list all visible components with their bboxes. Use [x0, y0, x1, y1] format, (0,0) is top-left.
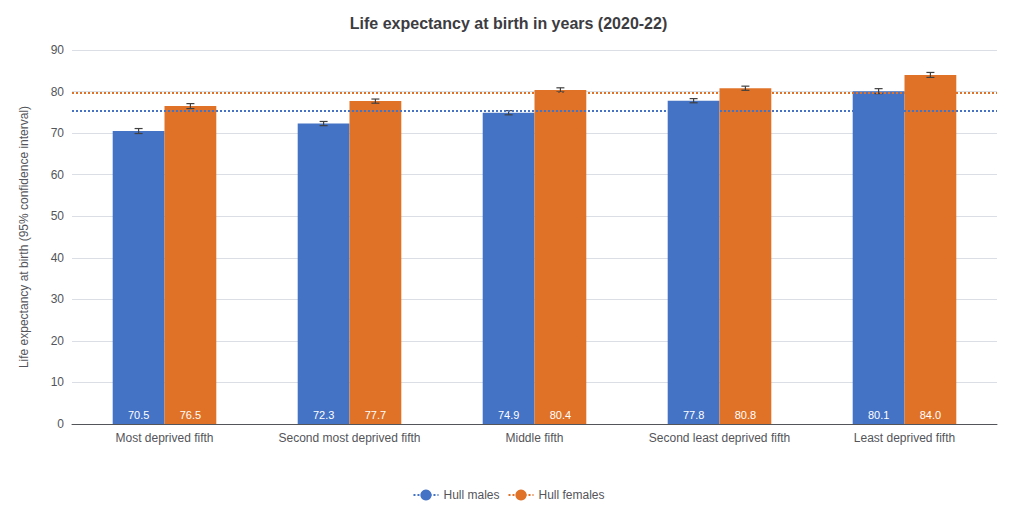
svg-text:77.8: 77.8	[683, 409, 704, 421]
svg-text:0: 0	[57, 417, 64, 431]
svg-text:Second least deprived fifth: Second least deprived fifth	[649, 431, 790, 445]
svg-text:80.4: 80.4	[550, 409, 571, 421]
svg-text:Hull males: Hull males	[443, 488, 499, 502]
svg-text:40: 40	[51, 251, 65, 265]
svg-text:80.1: 80.1	[868, 409, 889, 421]
svg-text:Hull females: Hull females	[538, 488, 604, 502]
svg-text:Life expectancy at birth (95%: Life expectancy at birth (95% confidence…	[17, 106, 31, 368]
svg-text:80.8: 80.8	[735, 409, 756, 421]
svg-text:Life expectancy at birth in ye: Life expectancy at birth in years (2020-…	[350, 15, 667, 32]
svg-text:70.5: 70.5	[128, 409, 149, 421]
svg-text:10: 10	[51, 375, 65, 389]
svg-text:80: 80	[51, 85, 65, 99]
svg-text:Least deprived fifth: Least deprived fifth	[854, 431, 955, 445]
svg-text:60: 60	[51, 168, 65, 182]
svg-text:Most deprived fifth: Most deprived fifth	[115, 431, 213, 445]
svg-text:90: 90	[51, 43, 65, 57]
svg-text:Second most deprived fifth: Second most deprived fifth	[278, 431, 420, 445]
svg-text:72.3: 72.3	[313, 409, 334, 421]
svg-text:70: 70	[51, 126, 65, 140]
svg-text:Middle fifth: Middle fifth	[505, 431, 563, 445]
svg-text:84.0: 84.0	[920, 409, 941, 421]
svg-text:77.7: 77.7	[365, 409, 386, 421]
svg-text:50: 50	[51, 209, 65, 223]
svg-text:30: 30	[51, 292, 65, 306]
svg-text:20: 20	[51, 334, 65, 348]
svg-text:76.5: 76.5	[180, 409, 201, 421]
svg-text:74.9: 74.9	[498, 409, 519, 421]
